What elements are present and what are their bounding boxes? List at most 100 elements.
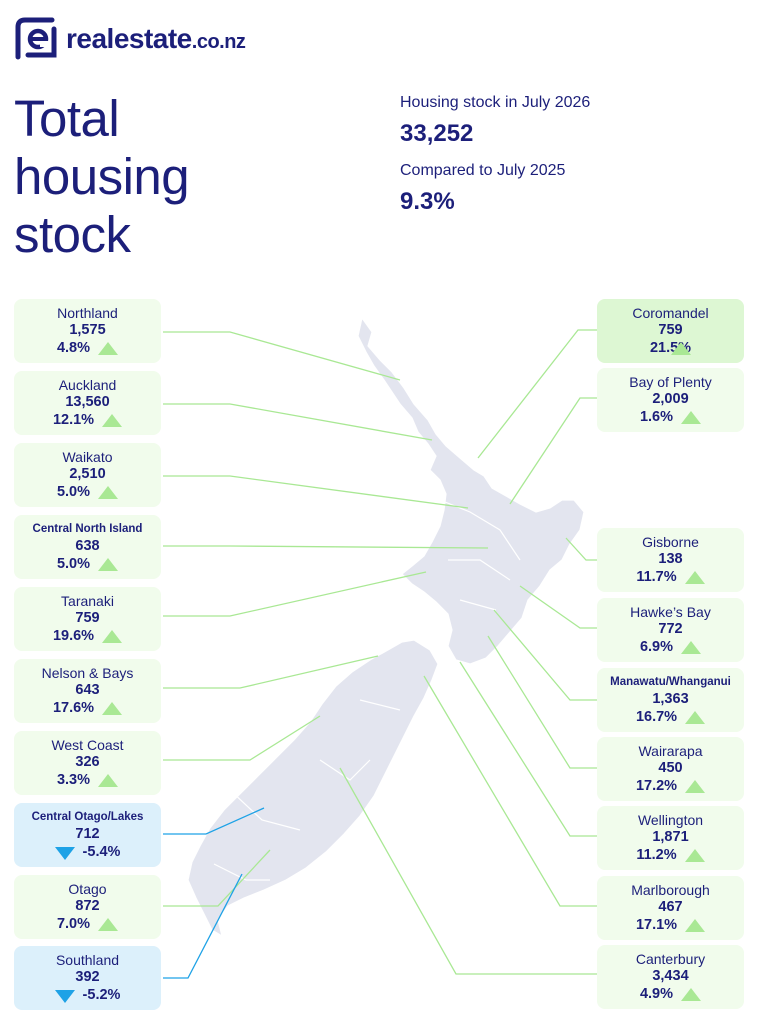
region-change: 21.5% [649,340,692,356]
region-name: Auckland [58,377,117,393]
connector-lines [163,329,597,979]
line-manawatu [493,609,597,701]
region-card-auckland[interactable]: Auckland 13,560 12.1% [14,371,161,435]
region-value: 2,009 [652,391,689,407]
region-change: 19.6% [53,628,123,645]
region-change: 16.7% [636,709,706,726]
region-card-wairarapa[interactable]: Wairarapa 450 17.2% [597,737,744,801]
compare-label: Compared to July 2025 [400,162,566,179]
region-value: 712 [75,826,100,842]
region-card-coromandel[interactable]: Coromandel 759 21.5% [597,299,744,363]
region-card-southland[interactable]: Southland 392 -5.2% [14,946,161,1010]
region-name: Bay of Plenty [629,374,712,390]
region-value: 643 [75,682,100,698]
region-change: 17.2% [636,778,706,795]
up-arrow-icon [681,988,702,1001]
region-change: 17.6% [53,700,123,717]
region-value: 872 [75,898,100,914]
region-change: 4.9% [640,986,702,1003]
stock-value: 33,252 [400,120,474,147]
region-name: Central Otago/Lakes [31,811,144,823]
line-centralotago [163,807,265,835]
region-value: 2,510 [69,466,106,482]
region-value: 450 [658,760,683,776]
region-change: 7.0% [57,916,119,933]
region-change: 5.0% [57,484,119,501]
brand-logo[interactable]: realestate.co.nz [14,17,246,61]
region-value: 392 [75,969,100,985]
region-name: Waikato [62,449,113,465]
region-name: Canterbury [635,951,706,967]
line-marlborough [423,675,597,907]
line-wellington [459,661,597,837]
region-card-marlborough[interactable]: Marlborough 467 17.1% [597,876,744,940]
region-card-otago[interactable]: Otago 872 7.0% [14,875,161,939]
up-arrow-icon [685,919,706,932]
title-line-2: housing [14,148,190,205]
region-card-gisborne[interactable]: Gisborne 138 11.7% [597,528,744,592]
up-arrow-icon [685,780,706,793]
region-card-wellington[interactable]: Wellington 1,871 11.2% [597,806,744,870]
line-nelson [163,655,379,689]
down-arrow-icon [54,990,75,1003]
region-name: Coromandel [632,305,709,321]
region-name: Northland [57,305,118,321]
region-change: -5.2% [54,987,120,1004]
line-taranaki [163,571,427,617]
up-arrow-icon [98,774,119,787]
region-value: 1,363 [652,691,689,707]
region-name: Otago [68,881,107,897]
region-value: 759 [658,322,683,338]
region-change: 5.0% [57,556,119,573]
region-card-waikato[interactable]: Waikato 2,510 5.0% [14,443,161,507]
logo-icon [15,17,57,60]
up-arrow-icon [98,558,119,571]
region-card-central-otago-lakes[interactable]: Central Otago/Lakes 712 -5.4% [14,803,161,867]
region-change: 4.8% [57,340,119,357]
region-value: 326 [75,754,100,770]
region-value: 772 [658,621,683,637]
compare-value: 9.3% [400,188,455,215]
region-change: 17.1% [636,917,706,934]
region-name: Manawatu/Whanganui [610,676,731,688]
line-auckland [163,403,433,441]
line-canterbury [339,767,597,975]
stock-label: Housing stock in July 2026 [400,94,591,111]
region-card-west-coast[interactable]: West Coast 326 3.3% [14,731,161,795]
line-hawkesbay [519,585,597,629]
line-southland [163,873,243,979]
region-card-manawatu-whanganui[interactable]: Manawatu/Whanganui 1,363 16.7% [597,668,744,732]
region-card-canterbury[interactable]: Canterbury 3,434 4.9% [597,945,744,1009]
logo-suffix: .co.nz [191,31,246,53]
logo-name: realestate [66,23,192,54]
line-northland [163,331,401,381]
line-wairarapa [487,635,597,769]
region-card-central-north-island[interactable]: Central North Island 638 5.0% [14,515,161,579]
region-name: Wellington [637,812,704,828]
region-name: West Coast [51,737,124,753]
line-cni [163,545,489,549]
region-card-hawkes-bay[interactable]: Hawke’s Bay 772 6.9% [597,598,744,662]
region-card-nelson-bays[interactable]: Nelson & Bays 643 17.6% [14,659,161,723]
region-value: 638 [75,538,100,554]
north-island-shape [357,316,585,665]
region-card-taranaki[interactable]: Taranaki 759 19.6% [14,587,161,651]
logo-wordmark: realestate.co.nz [66,23,246,55]
up-arrow-icon [685,711,706,724]
up-arrow-icon [102,630,123,643]
up-arrow-icon [98,918,119,931]
region-card-northland[interactable]: Northland 1,575 4.8% [14,299,161,363]
up-arrow-icon [102,414,123,427]
region-value: 3,434 [652,968,689,984]
line-otago [163,849,271,907]
title-line-3: stock [14,206,131,263]
region-change: 1.6% [640,409,702,426]
up-arrow-icon [98,486,119,499]
region-name: Southland [55,952,120,968]
region-name: Nelson & Bays [41,665,134,681]
region-value: 1,871 [652,829,689,845]
region-name: Wairarapa [638,743,703,759]
region-card-bay-of-plenty[interactable]: Bay of Plenty 2,009 1.6% [597,368,744,432]
up-arrow-icon [681,411,702,424]
